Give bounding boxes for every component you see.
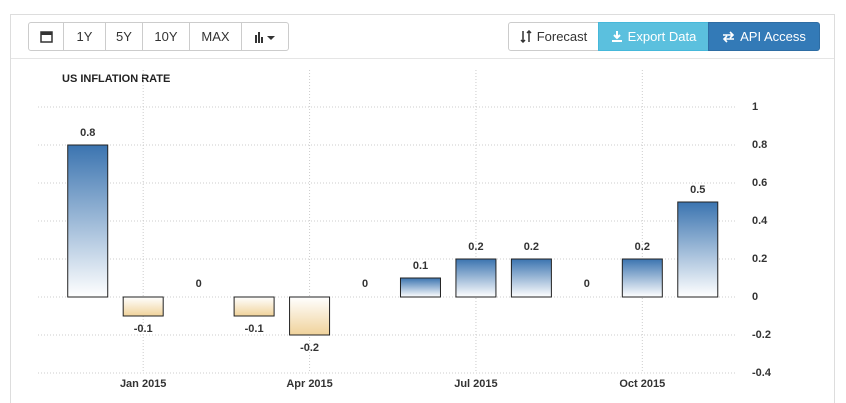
bar <box>510 258 552 298</box>
value-label: 0.1 <box>413 260 428 272</box>
value-label: -0.2 <box>300 342 319 354</box>
export-button[interactable]: Export Data <box>598 22 709 51</box>
value-label: 0.8 <box>80 127 95 139</box>
button-label: Export Data <box>627 29 697 44</box>
range-button[interactable]: 10Y <box>142 22 190 51</box>
bar <box>677 201 719 298</box>
y-tick-label: 1 <box>752 101 758 113</box>
export-icon <box>611 31 622 42</box>
chart-title: US INFLATION RATE <box>62 73 170 85</box>
bar <box>289 296 331 336</box>
y-tick-label: 0.4 <box>752 215 768 227</box>
range-button[interactable]: MAX <box>189 22 242 51</box>
x-tick-label: Jan 2015 <box>120 378 166 390</box>
value-label: 0.2 <box>468 241 483 253</box>
y-tick-label: 0 <box>752 291 758 303</box>
forecast-icon <box>520 30 532 43</box>
bar <box>122 296 164 317</box>
range-button[interactable]: 1Y <box>63 22 106 51</box>
bar <box>233 296 275 317</box>
bar <box>621 258 663 298</box>
chart-type-button[interactable] <box>241 22 289 51</box>
bar <box>399 277 441 298</box>
value-label: 0 <box>584 278 590 290</box>
x-tick-label: Oct 2015 <box>619 378 665 390</box>
x-tick-label: Jul 2015 <box>454 378 497 390</box>
value-label: 0 <box>362 278 368 290</box>
y-tick-label: -0.4 <box>752 367 772 379</box>
value-label: 0.5 <box>690 184 705 196</box>
value-label: -0.1 <box>245 323 264 335</box>
y-tick-label: 0.6 <box>752 177 767 189</box>
button-label: API Access <box>740 29 806 44</box>
value-label: 0.2 <box>635 241 650 253</box>
value-label: 0 <box>196 278 202 290</box>
value-label: -0.1 <box>134 323 153 335</box>
api-icon <box>722 30 735 43</box>
api-button[interactable]: API Access <box>708 22 820 51</box>
y-tick-label: 0.2 <box>752 253 767 265</box>
value-label: 0.2 <box>524 241 539 253</box>
bar <box>455 258 497 298</box>
calendar-icon <box>39 31 53 43</box>
y-tick-label: 0.8 <box>752 139 767 151</box>
button-label: Forecast <box>536 29 588 44</box>
frame <box>10 14 835 403</box>
y-tick-label: -0.2 <box>752 329 771 341</box>
chart-type-icon <box>255 31 275 43</box>
bar <box>67 144 109 298</box>
separator <box>11 58 834 59</box>
x-tick-label: Apr 2015 <box>286 378 332 390</box>
